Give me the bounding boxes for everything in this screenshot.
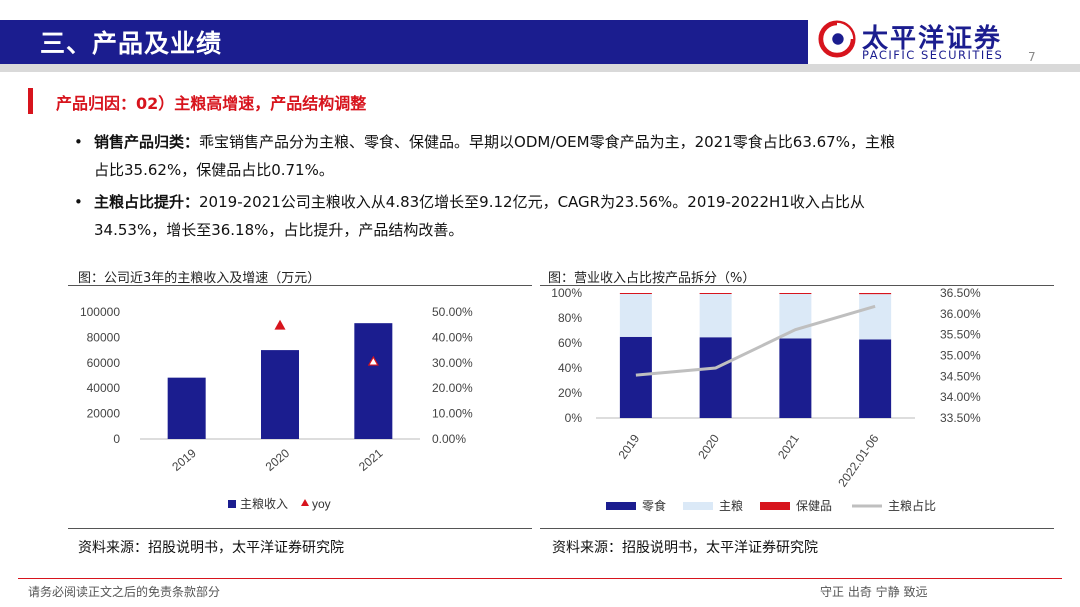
right-chart-source: 资料来源：招股说明书，太平洋证券研究院 xyxy=(552,540,818,556)
legend-label: yoy xyxy=(312,497,331,511)
y2-axis-tick-label: 36.50% xyxy=(940,286,981,300)
bar-segment xyxy=(699,293,732,338)
y-axis-tick-label: 60% xyxy=(558,336,582,350)
y2-axis-tick-label: 50.00% xyxy=(432,305,473,319)
legend-label: 保健品 xyxy=(796,499,832,513)
left-chart-source: 资料来源：招股说明书，太平洋证券研究院 xyxy=(78,540,344,556)
header-band xyxy=(0,20,808,64)
chart-panel-bottom-line xyxy=(68,528,532,529)
y2-axis-tick-label: 40.00% xyxy=(432,330,473,344)
y2-axis-tick-label: 34.00% xyxy=(940,390,981,404)
page-number: 7 xyxy=(1028,50,1036,64)
right-chart-title: 图：营业收入占比按产品拆分（%） xyxy=(548,271,756,286)
bullet-heading: 主粮占比提升： xyxy=(94,193,200,211)
legend-label: 主粮占比 xyxy=(888,498,936,513)
y2-axis-tick-label: 35.00% xyxy=(940,349,981,363)
yoy-marker xyxy=(274,319,286,330)
section-subtitle: 产品归因：02）主粮高增速，产品结构调整 xyxy=(56,94,367,113)
y-axis-tick-label: 100% xyxy=(551,286,582,300)
bullet-marker: • xyxy=(74,193,83,211)
legend-label: 主粮 xyxy=(719,498,743,513)
y2-axis-tick-label: 30.00% xyxy=(432,356,473,370)
bullet-line: 占比35.62%，保健品占比0.71%。 xyxy=(94,161,334,179)
bullet-marker: • xyxy=(74,133,83,151)
x-axis-tick-label: 2021 xyxy=(356,446,386,474)
bar-segment xyxy=(619,293,652,337)
y-axis-tick-label: 20% xyxy=(558,386,582,400)
right-chart: 100% 80% 60% 40% 20% 0% 36.50% 36.00% 35.50% 35.0… xyxy=(551,286,981,513)
y2-axis-tick-label: 36.00% xyxy=(940,307,981,321)
bar-segment xyxy=(619,336,652,418)
logo-text-cn: 太平洋证券 xyxy=(862,24,1003,54)
y-axis-tick-label: 80000 xyxy=(87,330,121,344)
pacific-logo-icon xyxy=(818,20,856,58)
y-axis-tick-label: 100000 xyxy=(80,305,120,319)
bar-segment xyxy=(779,338,812,418)
y2-axis-tick-label: 35.50% xyxy=(940,328,981,342)
footer-divider xyxy=(18,578,1062,579)
y2-axis-tick-label: 33.50% xyxy=(940,411,981,425)
bar-segment xyxy=(859,293,892,295)
logo: 太平洋证券 PACIFIC SECURITIES xyxy=(818,14,1008,64)
y-axis-tick-label: 40% xyxy=(558,361,582,375)
y-axis-tick-label: 0 xyxy=(113,432,120,446)
bullet-paragraph: 主粮占比提升：2019-2021公司主粮收入从4.83亿增长至9.12亿元，CA… xyxy=(94,188,984,244)
bar-segment xyxy=(779,293,812,339)
chart-panel-top-line xyxy=(68,285,532,286)
y2-axis-tick-label: 10.00% xyxy=(432,407,473,421)
y-axis-tick-label: 0% xyxy=(565,411,583,425)
x-axis-tick-label: 2021 xyxy=(775,431,802,461)
share-line xyxy=(635,304,876,377)
legend-swatch xyxy=(606,502,636,510)
legend-swatch xyxy=(683,502,713,510)
bullet-line: 乖宝销售产品分为主粮、零食、保健品。早期以ODM/OEM零食产品为主，2021零… xyxy=(199,133,895,151)
left-chart: 100000 80000 60000 40000 20000 0 50.00% 40.00% 3… xyxy=(80,305,473,511)
bullet-paragraph: 销售产品归类：乖宝销售产品分为主粮、零食、保健品。早期以ODM/OEM零食产品为… xyxy=(94,128,984,184)
bar-segment xyxy=(859,339,892,418)
x-axis-tick-label: 2020 xyxy=(263,446,293,474)
legend-swatch xyxy=(228,500,236,508)
bar-segment xyxy=(699,293,732,294)
x-axis-tick-label: 2019 xyxy=(169,446,199,474)
x-axis-tick-label: 2019 xyxy=(616,431,643,461)
y-axis-tick-label: 80% xyxy=(558,311,582,325)
header-divider xyxy=(0,64,1080,72)
chart-panel-top-line xyxy=(540,285,1054,286)
legend-swatch xyxy=(301,499,309,506)
bar-segment xyxy=(619,293,652,294)
bar xyxy=(354,323,393,439)
y2-axis-tick-label: 34.50% xyxy=(940,369,981,383)
company-motto: 守正 出奇 宁静 致远 xyxy=(820,585,928,599)
legend-label: 主粮收入 xyxy=(240,496,288,511)
disclaimer-note: 请务必阅读正文之后的免责条款部分 xyxy=(28,585,221,599)
x-axis-tick-label: 2022.01-06 xyxy=(835,431,881,489)
chart-panel-bottom-line xyxy=(540,528,1054,529)
y-axis-tick-label: 40000 xyxy=(87,381,121,395)
subtitle-accent-bar xyxy=(28,88,33,114)
logo-text-en: PACIFIC SECURITIES xyxy=(862,48,1004,62)
legend-label: 零食 xyxy=(642,498,666,513)
y-axis-tick-label: 60000 xyxy=(87,356,121,370)
y-axis-tick-label: 20000 xyxy=(87,407,121,421)
bar-segment xyxy=(779,293,812,294)
bullet-heading: 销售产品归类： xyxy=(94,133,200,151)
page-title: 三、产品及业绩 xyxy=(40,29,223,58)
y2-axis-tick-label: 20.00% xyxy=(432,381,473,395)
bar xyxy=(261,350,299,439)
bar-segment xyxy=(859,294,892,340)
left-chart-title: 图：公司近3年的主粮收入及增速（万元） xyxy=(78,271,321,286)
y2-axis-tick-label: 0.00% xyxy=(432,432,466,446)
legend-swatch xyxy=(760,502,790,510)
yoy-marker xyxy=(367,355,379,366)
x-axis-tick-label: 2020 xyxy=(695,431,722,461)
bar xyxy=(167,377,206,439)
bullet-line: 2019-2021公司主粮收入从4.83亿增长至9.12亿元，CAGR为23.5… xyxy=(199,193,865,211)
bullet-line: 34.53%，增长至36.18%，占比提升，产品结构改善。 xyxy=(94,221,464,239)
bar-segment xyxy=(699,337,732,418)
